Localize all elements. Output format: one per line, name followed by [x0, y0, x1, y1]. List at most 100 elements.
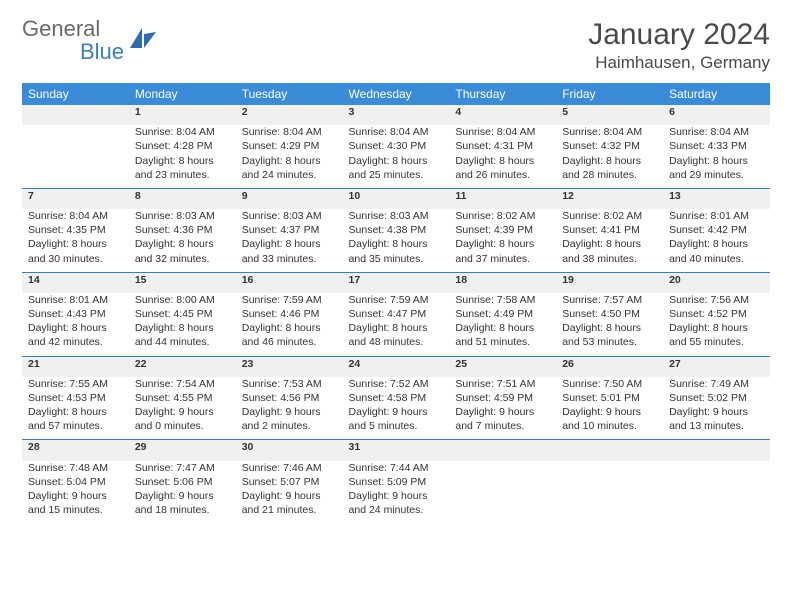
daylight-line1: Daylight: 8 hours: [135, 237, 230, 251]
daylight-line1: Daylight: 9 hours: [242, 405, 337, 419]
day-number-cell: 11: [449, 188, 556, 209]
daylight-line1: Daylight: 9 hours: [455, 405, 550, 419]
day-number-cell: 28: [22, 440, 129, 461]
day-number-cell: 16: [236, 272, 343, 293]
day-number-cell: [22, 105, 129, 125]
sunrise-line: Sunrise: 8:04 AM: [669, 125, 764, 139]
daylight-line1: Daylight: 8 hours: [135, 154, 230, 168]
day-number-cell: 21: [22, 356, 129, 377]
sunset-line: Sunset: 4:58 PM: [349, 391, 444, 405]
day-header: Monday: [129, 83, 236, 105]
sunset-line: Sunset: 4:35 PM: [28, 223, 123, 237]
logo: General Blue: [22, 18, 158, 64]
day-number-cell: 12: [556, 188, 663, 209]
day-number-cell: 30: [236, 440, 343, 461]
sunrise-line: Sunrise: 8:04 AM: [28, 209, 123, 223]
daylight-line1: Daylight: 8 hours: [669, 321, 764, 335]
sunset-line: Sunset: 4:49 PM: [455, 307, 550, 321]
daylight-line1: Daylight: 8 hours: [669, 237, 764, 251]
daylight-line2: and 24 minutes.: [242, 168, 337, 182]
day-number-cell: 2: [236, 105, 343, 125]
sunrise-line: Sunrise: 8:04 AM: [242, 125, 337, 139]
day-cell: Sunrise: 8:01 AMSunset: 4:43 PMDaylight:…: [22, 293, 129, 356]
week-row: Sunrise: 8:01 AMSunset: 4:43 PMDaylight:…: [22, 293, 770, 356]
day-header: Tuesday: [236, 83, 343, 105]
daylight-line1: Daylight: 8 hours: [242, 321, 337, 335]
sunset-line: Sunset: 5:07 PM: [242, 475, 337, 489]
daynum-row: 123456: [22, 105, 770, 125]
day-cell: Sunrise: 8:04 AMSunset: 4:31 PMDaylight:…: [449, 125, 556, 188]
daylight-line1: Daylight: 8 hours: [669, 154, 764, 168]
sunset-line: Sunset: 4:47 PM: [349, 307, 444, 321]
day-number-cell: 20: [663, 272, 770, 293]
sunrise-line: Sunrise: 7:53 AM: [242, 377, 337, 391]
day-cell: Sunrise: 7:56 AMSunset: 4:52 PMDaylight:…: [663, 293, 770, 356]
daylight-line1: Daylight: 8 hours: [135, 321, 230, 335]
daylight-line2: and 28 minutes.: [562, 168, 657, 182]
day-number-cell: [449, 440, 556, 461]
calendar-body: 123456 Sunrise: 8:04 AMSunset: 4:28 PMDa…: [22, 105, 770, 523]
calendar-table: Sunday Monday Tuesday Wednesday Thursday…: [22, 83, 770, 523]
day-cell: [556, 461, 663, 524]
day-cell: Sunrise: 7:51 AMSunset: 4:59 PMDaylight:…: [449, 377, 556, 440]
daylight-line1: Daylight: 8 hours: [28, 405, 123, 419]
day-cell: Sunrise: 8:02 AMSunset: 4:41 PMDaylight:…: [556, 209, 663, 272]
daylight-line2: and 15 minutes.: [28, 503, 123, 517]
day-cell: Sunrise: 7:59 AMSunset: 4:47 PMDaylight:…: [343, 293, 450, 356]
day-cell: Sunrise: 7:53 AMSunset: 4:56 PMDaylight:…: [236, 377, 343, 440]
day-number-cell: 19: [556, 272, 663, 293]
daylight-line2: and 53 minutes.: [562, 335, 657, 349]
sunset-line: Sunset: 4:29 PM: [242, 139, 337, 153]
day-number-cell: 9: [236, 188, 343, 209]
day-cell: [663, 461, 770, 524]
day-cell: Sunrise: 8:03 AMSunset: 4:36 PMDaylight:…: [129, 209, 236, 272]
day-header: Friday: [556, 83, 663, 105]
daylight-line2: and 55 minutes.: [669, 335, 764, 349]
daylight-line1: Daylight: 8 hours: [242, 237, 337, 251]
sunset-line: Sunset: 4:45 PM: [135, 307, 230, 321]
day-cell: Sunrise: 7:44 AMSunset: 5:09 PMDaylight:…: [343, 461, 450, 524]
daylight-line1: Daylight: 9 hours: [669, 405, 764, 419]
day-number-cell: 13: [663, 188, 770, 209]
sunrise-line: Sunrise: 7:44 AM: [349, 461, 444, 475]
daylight-line2: and 57 minutes.: [28, 419, 123, 433]
sunrise-line: Sunrise: 8:03 AM: [349, 209, 444, 223]
daylight-line2: and 40 minutes.: [669, 252, 764, 266]
daylight-line2: and 13 minutes.: [669, 419, 764, 433]
day-cell: Sunrise: 7:48 AMSunset: 5:04 PMDaylight:…: [22, 461, 129, 524]
day-cell: Sunrise: 8:02 AMSunset: 4:39 PMDaylight:…: [449, 209, 556, 272]
sunrise-line: Sunrise: 8:04 AM: [135, 125, 230, 139]
sunrise-line: Sunrise: 7:48 AM: [28, 461, 123, 475]
sunset-line: Sunset: 4:38 PM: [349, 223, 444, 237]
daylight-line2: and 35 minutes.: [349, 252, 444, 266]
location: Haimhausen, Germany: [588, 53, 770, 73]
sunrise-line: Sunrise: 8:00 AM: [135, 293, 230, 307]
day-number-cell: 6: [663, 105, 770, 125]
sunrise-line: Sunrise: 7:54 AM: [135, 377, 230, 391]
sunset-line: Sunset: 5:04 PM: [28, 475, 123, 489]
day-cell: Sunrise: 7:47 AMSunset: 5:06 PMDaylight:…: [129, 461, 236, 524]
title-block: January 2024 Haimhausen, Germany: [588, 18, 770, 73]
sunrise-line: Sunrise: 7:47 AM: [135, 461, 230, 475]
sunset-line: Sunset: 5:01 PM: [562, 391, 657, 405]
sunset-line: Sunset: 5:06 PM: [135, 475, 230, 489]
logo-word2: Blue: [80, 39, 124, 64]
day-number-cell: 23: [236, 356, 343, 377]
sunset-line: Sunset: 4:52 PM: [669, 307, 764, 321]
sunset-line: Sunset: 4:42 PM: [669, 223, 764, 237]
sunrise-line: Sunrise: 8:03 AM: [242, 209, 337, 223]
daylight-line2: and 24 minutes.: [349, 503, 444, 517]
daylight-line2: and 48 minutes.: [349, 335, 444, 349]
day-cell: Sunrise: 7:57 AMSunset: 4:50 PMDaylight:…: [556, 293, 663, 356]
daynum-row: 21222324252627: [22, 356, 770, 377]
daylight-line1: Daylight: 8 hours: [562, 237, 657, 251]
daylight-line2: and 46 minutes.: [242, 335, 337, 349]
day-number-cell: 8: [129, 188, 236, 209]
sunset-line: Sunset: 4:59 PM: [455, 391, 550, 405]
day-cell: [449, 461, 556, 524]
daylight-line2: and 0 minutes.: [135, 419, 230, 433]
daylight-line1: Daylight: 8 hours: [349, 237, 444, 251]
sunrise-line: Sunrise: 8:01 AM: [28, 293, 123, 307]
daylight-line2: and 51 minutes.: [455, 335, 550, 349]
daylight-line1: Daylight: 8 hours: [349, 154, 444, 168]
